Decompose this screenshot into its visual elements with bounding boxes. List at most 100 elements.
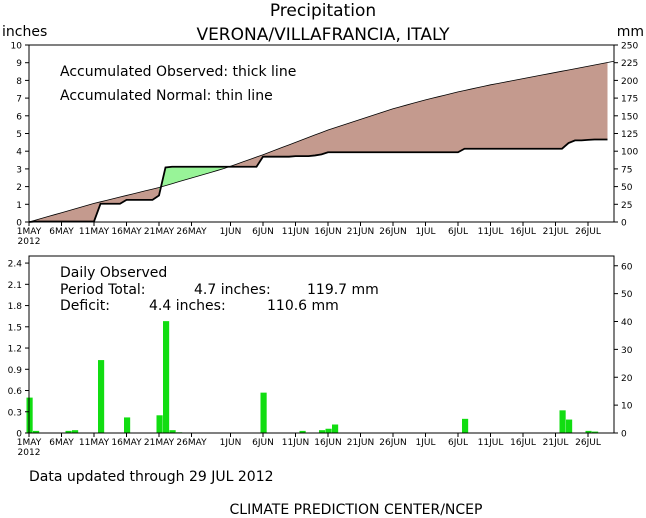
daily-observed-bars [26,321,599,433]
deficit-mm: 110.6 mm [267,298,339,314]
station-name: VERONA/VILLAFRANCIA, ITALY [196,25,450,45]
x-tick-label: 1JUL [416,438,436,448]
accumulated-diff-segment [432,96,439,153]
daily-bar [156,415,163,433]
top-panel-axes: 0123456789100255075100125150175200225250… [11,42,639,248]
daily-bar [72,430,79,433]
x-year-label: 2012 [18,237,41,247]
x-tick-label: 16MAY [111,227,142,237]
x-tick-label: 16JUL [510,227,536,237]
accumulated-diff-segment [412,101,419,153]
accumulated-diff-segment [55,212,62,222]
daily-bar [98,360,105,433]
deficit-label: Deficit: [60,298,110,314]
y-tick-label-right: 40 [621,318,633,328]
daily-observed-title: Daily Observed [60,265,167,281]
accumulated-diff-segment [178,166,185,182]
accumulated-diff-segment [516,78,523,149]
daily-bar [559,410,566,433]
accumulated-diff-segment [302,137,309,157]
y-tick-label-left: 9 [16,59,22,69]
y-tick-label-left: 1.2 [8,345,22,355]
y-tick-label-right: 150 [621,112,638,122]
accumulated-diff-segment [269,149,276,157]
y-tick-label-right: 50 [621,290,633,300]
accumulated-diff-segment [81,205,88,222]
accumulated-difference-fills [29,62,608,222]
x-tick-label: 11MAY [79,227,110,237]
accumulated-diff-segment [451,91,458,153]
accumulated-diff-segment [276,147,283,157]
accumulated-diff-segment [393,106,400,153]
accumulated-diff-segment [185,166,192,180]
accumulated-diff-segment [568,68,575,144]
accumulated-normal-line [28,60,615,223]
accumulated-diff-segment [295,139,302,157]
y-tick-label-left: 2.4 [8,260,23,270]
y-tick-label-left: 3 [16,165,22,175]
y-tick-label-right: 175 [621,95,638,105]
accumulated-diff-segment [458,90,465,153]
x-tick-label: 26MAY [176,438,207,448]
y-tick-label-left: 10 [11,42,23,52]
daily-bar [319,430,326,433]
daily-bar [592,431,599,433]
y-tick-label-right: 20 [621,374,633,384]
y-tick-label-left: 2.1 [8,281,22,291]
x-tick-label: 21MAY [144,438,175,448]
x-tick-label: 11JUL [478,227,504,237]
y-tick-label-left: 0.3 [8,408,22,418]
accumulated-diff-segment [438,95,445,153]
accumulated-diff-segment [536,74,543,149]
accumulated-diff-segment [334,125,341,153]
x-tick-label: 1JUL [416,227,436,237]
x-tick-label: 11JUL [478,438,504,448]
daily-bar [33,430,40,433]
x-tick-label: 26JUN [379,438,406,448]
accumulated-diff-segment [321,129,328,155]
x-tick-label: 21JUN [347,227,374,237]
accumulated-diff-segment [347,121,354,153]
x-tick-label: 21MAY [144,227,175,237]
accumulated-diff-segment [406,103,413,153]
daily-bar [332,424,339,433]
daily-bar [260,392,267,433]
accumulated-observed-line [28,138,608,223]
daily-bar [65,430,72,433]
x-tick-label: 21JUL [543,438,569,448]
x-tick-label: 6JUL [448,227,468,237]
accumulated-diff-segment [133,192,140,200]
accumulated-diff-segment [308,134,315,157]
accumulated-diff-segment [386,108,393,153]
accumulated-diff-segment [594,63,601,140]
accumulated-diff-segment [191,166,198,179]
accumulated-diff-segment [250,157,257,167]
accumulated-diff-segment [464,89,471,149]
daily-bar [566,419,573,433]
period-total-mm: 119.7 mm [307,282,379,298]
legend-normal: Accumulated Normal: thin line [60,88,273,104]
accumulated-diff-segment [282,144,289,157]
accumulated-diff-segment [360,117,367,153]
y-tick-label-right: 75 [621,165,632,175]
x-tick-label: 6JUL [448,438,468,448]
y-tick-label-left: 7 [16,95,22,105]
x-tick-label: 16MAY [111,438,142,448]
y-tick-label-right: 30 [621,346,633,356]
accumulated-diff-segment [152,187,159,200]
credit-line: CLIMATE PREDICTION CENTER/NCEP [230,502,483,518]
accumulated-lines [28,60,615,223]
chart-title: Precipitation [270,1,376,21]
accumulated-diff-segment [367,115,374,153]
x-tick-label: 21JUN [347,438,374,448]
x-tick-label: 1JUN [220,227,242,237]
daily-bar [163,321,170,433]
x-tick-label: 21JUL [543,227,569,237]
accumulated-diff-segment [42,216,49,222]
x-tick-label: 6MAY [49,438,74,448]
period-total-inches: 4.7 inches: [194,282,271,298]
accumulated-diff-segment [237,161,244,167]
daily-bar [299,430,306,433]
y-tick-label-right: 0 [621,219,627,229]
